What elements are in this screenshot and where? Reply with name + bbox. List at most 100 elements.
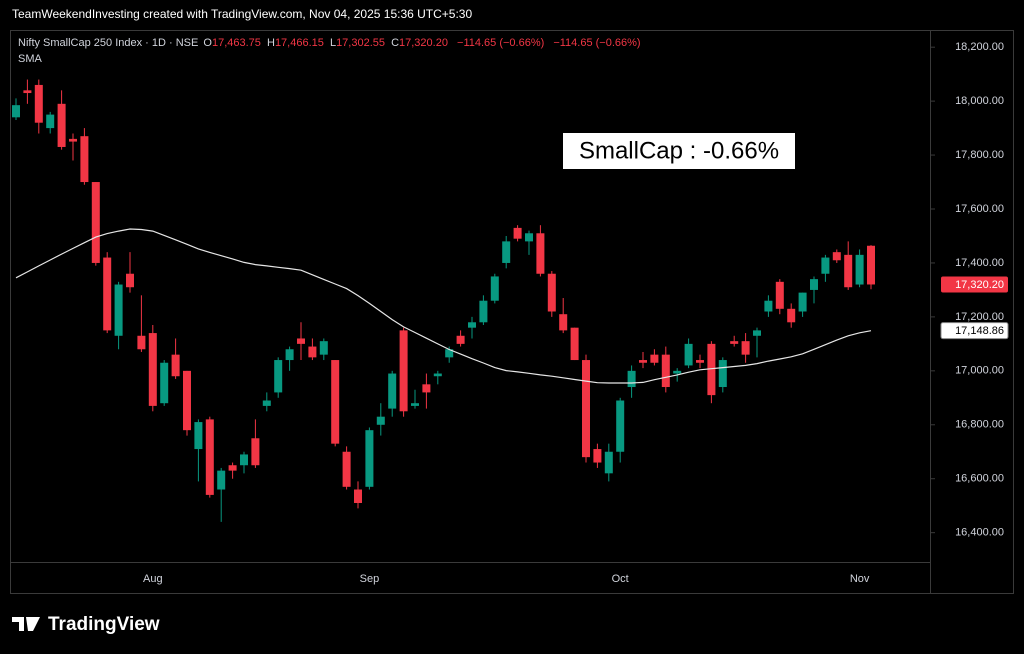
candle-body xyxy=(388,373,397,409)
candle-body xyxy=(604,451,613,474)
last-price-box xyxy=(941,276,1008,293)
candle-body xyxy=(274,360,283,393)
candle-body xyxy=(205,419,214,495)
y-tick-label: 17,600.00 xyxy=(955,203,1004,215)
y-tick-label: 17,800.00 xyxy=(955,149,1004,161)
candle-body xyxy=(445,349,454,358)
legend-value: 17,302.55 xyxy=(336,37,385,49)
candle-body xyxy=(650,354,659,363)
candle-body xyxy=(502,241,511,263)
candle-body xyxy=(787,308,796,323)
legend-value: 17,463.75 xyxy=(212,37,261,49)
candle-body xyxy=(251,438,260,466)
legend-value: 17,320.20 xyxy=(399,37,448,49)
candle-body xyxy=(126,273,134,288)
candle-body xyxy=(810,279,818,290)
x-tick-label: Oct xyxy=(612,573,629,585)
candle-body xyxy=(661,354,670,388)
candle-body xyxy=(570,327,579,361)
legend-prefix: C xyxy=(391,37,399,49)
candle-body xyxy=(468,322,476,328)
candle-body xyxy=(764,300,773,312)
candles xyxy=(12,79,875,522)
candle-body xyxy=(331,360,340,444)
candle-body xyxy=(342,451,351,487)
candle-body xyxy=(433,373,442,377)
candle-body xyxy=(844,254,853,288)
candle-body xyxy=(114,284,123,336)
candle-body xyxy=(91,182,100,263)
candle-body xyxy=(34,84,43,123)
candle-body xyxy=(821,257,830,274)
chart-title: Nifty SmallCap 250 Index · 1D · NSE xyxy=(18,37,198,49)
y-tick-label: 16,800.00 xyxy=(955,419,1004,431)
candle-body xyxy=(285,349,294,361)
candle-body xyxy=(69,138,77,142)
candle-body xyxy=(627,370,636,388)
candle-body xyxy=(525,233,533,242)
candle-body xyxy=(798,292,807,312)
candle-body xyxy=(867,245,875,285)
candle-body xyxy=(490,276,499,301)
y-tick-label: 16,600.00 xyxy=(955,473,1004,485)
candle-body xyxy=(775,281,784,309)
candle-body xyxy=(12,105,20,118)
logo-text: TradingView xyxy=(48,614,160,635)
candle-body xyxy=(422,384,431,393)
candle-body xyxy=(832,252,841,261)
change-label: −114.65 (−0.66%) xyxy=(457,37,544,49)
annotation-box xyxy=(563,133,795,169)
candle-body xyxy=(319,341,328,355)
candle-body xyxy=(148,333,157,406)
candle-body xyxy=(160,362,169,404)
indicator-label: SMA xyxy=(18,53,43,65)
y-tick-label: 18,000.00 xyxy=(955,95,1004,107)
logo-icon xyxy=(12,617,40,631)
candle-body xyxy=(354,489,362,503)
candle-body xyxy=(411,403,419,406)
y-tick-label: 17,200.00 xyxy=(955,311,1004,323)
candle-body xyxy=(741,341,750,355)
y-tick-label: 17,400.00 xyxy=(955,257,1004,269)
candle-body xyxy=(183,370,191,431)
attribution: TeamWeekendInvesting created with Tradin… xyxy=(12,7,472,21)
y-tick-label: 16,400.00 xyxy=(955,527,1004,539)
candle-body xyxy=(616,400,625,452)
candle-body xyxy=(547,273,556,312)
legend-prefix: H xyxy=(267,37,275,49)
candle-body xyxy=(593,449,602,463)
candle-body xyxy=(479,300,488,323)
candle-body xyxy=(80,136,89,183)
sma-line xyxy=(15,228,872,384)
candle-body xyxy=(228,465,237,471)
legend-prefix: L xyxy=(330,37,336,49)
candle-body xyxy=(262,400,271,406)
candle-body xyxy=(730,341,739,344)
candle-body xyxy=(137,335,146,350)
candle-body xyxy=(365,430,374,487)
legend-value: 17,466.15 xyxy=(275,37,324,49)
candle-body xyxy=(217,470,226,490)
y-tick-label: 18,200.00 xyxy=(955,41,1004,53)
x-tick-label: Aug xyxy=(143,573,163,585)
candle-body xyxy=(639,360,647,363)
candle-body xyxy=(536,233,545,274)
y-tick-label: 17,000.00 xyxy=(955,365,1004,377)
candle-body xyxy=(57,103,66,147)
candle-body xyxy=(399,330,408,412)
candle-body xyxy=(456,335,465,344)
candle-body xyxy=(308,346,317,358)
candle-body xyxy=(753,330,761,336)
annotation: SmallCap : -0.66% xyxy=(579,137,779,164)
candle-body xyxy=(46,114,55,129)
candle-body xyxy=(513,227,522,239)
candle-body xyxy=(297,338,305,344)
candle-body xyxy=(718,360,727,388)
candle-body xyxy=(171,354,180,377)
candle-body xyxy=(240,454,248,466)
sma-price-box xyxy=(940,322,1009,340)
candle-body xyxy=(684,343,693,366)
logo: TradingView xyxy=(12,614,160,635)
